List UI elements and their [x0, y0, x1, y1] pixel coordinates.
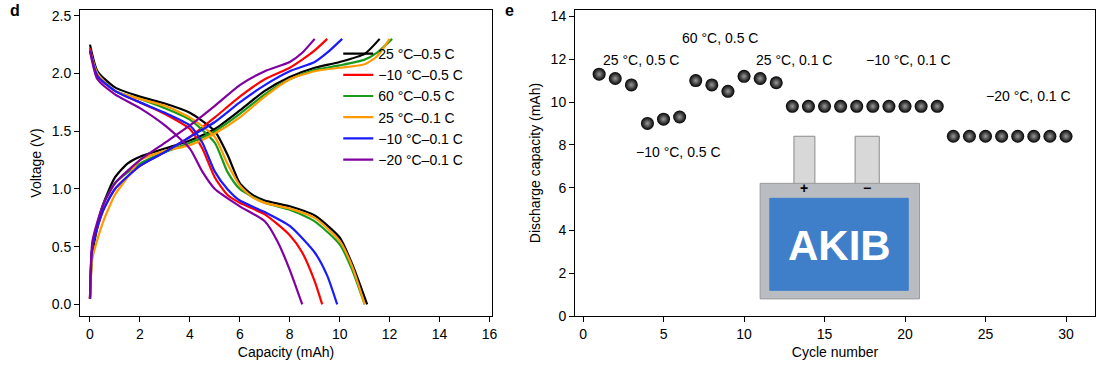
svg-text:−10 °C, 0.1 C: −10 °C, 0.1 C: [866, 52, 951, 68]
svg-text:6: 6: [558, 180, 566, 196]
svg-text:4: 4: [558, 222, 566, 238]
svg-text:2.0: 2.0: [52, 65, 72, 81]
svg-text:0: 0: [558, 308, 566, 324]
svg-text:Cycle number: Cycle number: [792, 344, 879, 360]
svg-text:−10 °C–0.5 C: −10 °C–0.5 C: [378, 67, 463, 83]
svg-text:6: 6: [236, 326, 244, 342]
svg-text:0.5: 0.5: [52, 239, 72, 255]
svg-text:+: +: [800, 180, 808, 196]
svg-text:10: 10: [736, 326, 752, 342]
svg-text:0: 0: [86, 326, 94, 342]
svg-text:0.0: 0.0: [52, 296, 72, 312]
svg-text:8: 8: [286, 326, 294, 342]
svg-text:15: 15: [817, 326, 833, 342]
svg-text:2: 2: [136, 326, 144, 342]
svg-text:60 °C, 0.5 C: 60 °C, 0.5 C: [682, 30, 758, 46]
svg-text:14: 14: [432, 326, 448, 342]
svg-text:2.5: 2.5: [52, 8, 72, 24]
svg-text:16: 16: [482, 326, 498, 342]
svg-text:2: 2: [558, 265, 566, 281]
svg-text:1.0: 1.0: [52, 181, 72, 197]
svg-text:12: 12: [551, 51, 567, 67]
svg-text:−10 °C, 0.5 C: −10 °C, 0.5 C: [636, 144, 721, 160]
svg-text:Discharge capacity (mAh): Discharge capacity (mAh): [527, 83, 543, 243]
svg-text:20: 20: [897, 326, 913, 342]
svg-text:Voltage (V): Voltage (V): [28, 128, 44, 197]
svg-text:d: d: [10, 2, 20, 19]
svg-text:−: −: [863, 180, 871, 196]
svg-text:5: 5: [660, 326, 668, 342]
svg-text:−20 °C–0.1 C: −20 °C–0.1 C: [378, 152, 463, 168]
svg-text:25 °C–0.1 C: 25 °C–0.1 C: [378, 110, 454, 126]
svg-text:10: 10: [551, 94, 567, 110]
svg-text:1.5: 1.5: [52, 123, 72, 139]
svg-text:Capacity (mAh): Capacity (mAh): [238, 344, 334, 360]
svg-text:4: 4: [186, 326, 194, 342]
svg-text:25 °C, 0.1 C: 25 °C, 0.1 C: [756, 52, 832, 68]
svg-text:30: 30: [1058, 326, 1074, 342]
svg-text:25 °C, 0.5 C: 25 °C, 0.5 C: [603, 52, 679, 68]
svg-text:−20 °C, 0.1 C: −20 °C, 0.1 C: [986, 88, 1071, 104]
svg-text:14: 14: [551, 8, 567, 24]
svg-text:25 °C–0.5 C: 25 °C–0.5 C: [378, 46, 454, 62]
svg-text:10: 10: [332, 326, 348, 342]
svg-text:60 °C–0.5 C: 60 °C–0.5 C: [378, 88, 454, 104]
svg-text:e: e: [505, 2, 514, 19]
svg-text:25: 25: [978, 326, 994, 342]
svg-text:−10 °C–0.1 C: −10 °C–0.1 C: [378, 131, 463, 147]
svg-text:12: 12: [382, 326, 398, 342]
svg-text:0: 0: [579, 326, 587, 342]
svg-text:AKIB: AKIB: [788, 222, 891, 269]
svg-text:8: 8: [558, 137, 566, 153]
